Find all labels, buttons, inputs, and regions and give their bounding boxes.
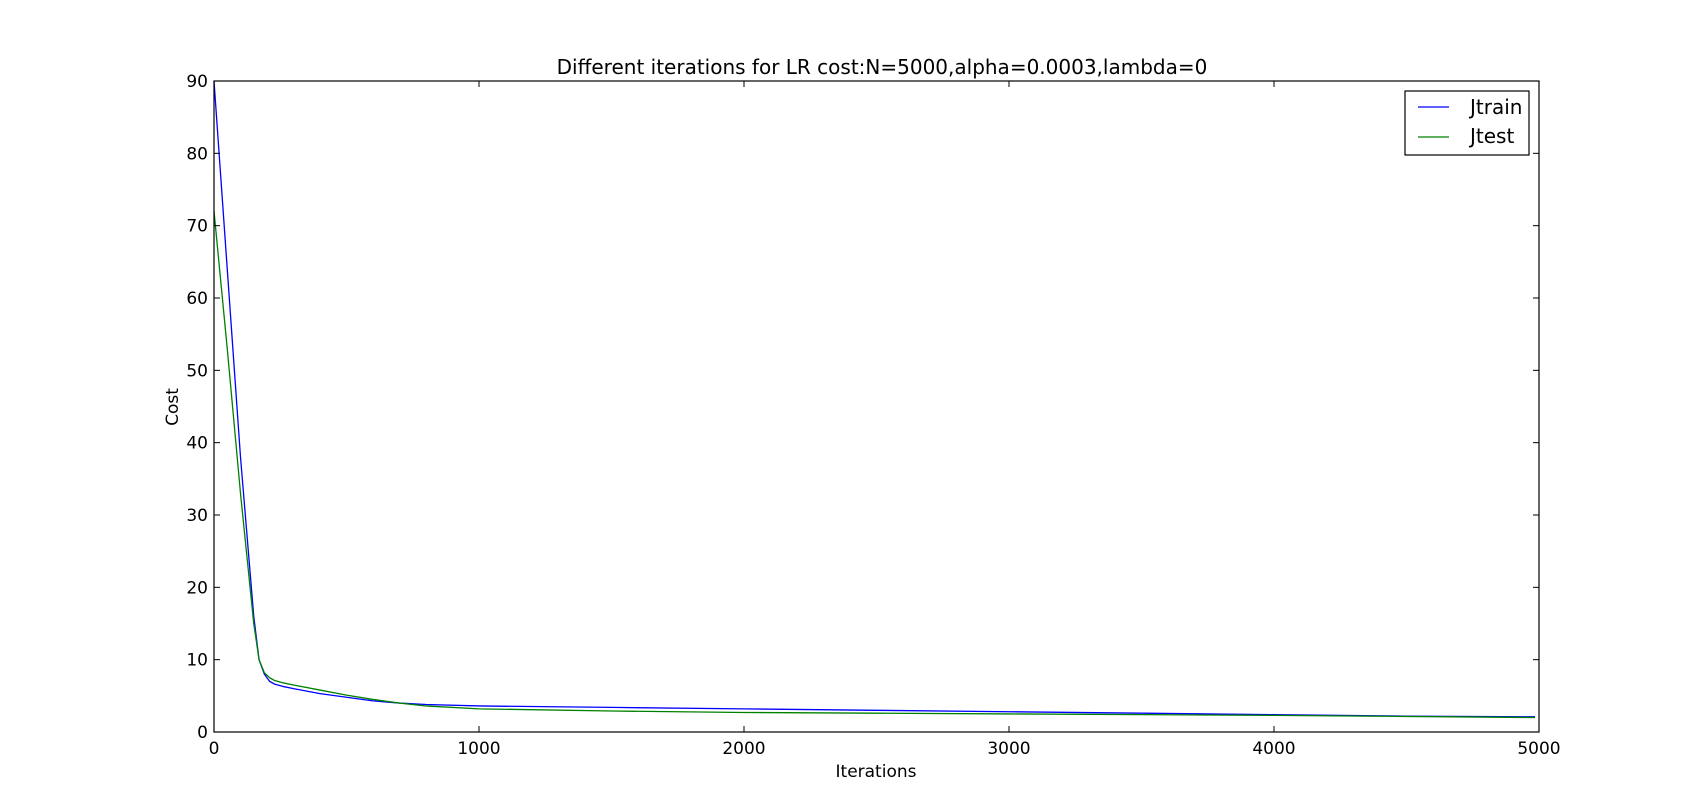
legend-label-jtest: Jtest	[1468, 124, 1514, 148]
y-tick-label: 10	[186, 651, 208, 671]
x-tick-label: 4000	[1252, 739, 1295, 759]
chart-title: Different iterations for LR cost:N=5000,…	[557, 55, 1208, 79]
x-tick-label: 3000	[987, 739, 1030, 759]
series-line-jtest	[213, 211, 1536, 719]
y-tick-label: 60	[186, 289, 208, 309]
series-layer	[213, 80, 1536, 719]
y-tick-label: 90	[186, 72, 208, 92]
x-tick-label: 1000	[457, 739, 500, 759]
x-tick-label: 2000	[722, 739, 765, 759]
y-tick-label: 0	[197, 723, 208, 743]
y-tick-label: 30	[186, 506, 208, 526]
legend-label-jtrain: Jtrain	[1468, 95, 1522, 119]
y-tick-label: 40	[186, 434, 208, 454]
axes-frame	[213, 80, 1540, 733]
plot-area: 0 1000 2000 3000 4000 5000 0 10 20 30 40 50 60 70 80 90	[186, 72, 1560, 759]
x-tick-label: 0	[209, 739, 220, 759]
ticks-layer: 0 1000 2000 3000 4000 5000 0 10 20 30 40 50 60 70 80 90	[186, 72, 1560, 759]
y-tick-label: 80	[186, 144, 208, 164]
legend: Jtrain Jtest	[1404, 90, 1530, 156]
y-axis-label: Cost	[163, 388, 183, 426]
y-tick-label: 50	[186, 361, 208, 381]
x-tick-label: 5000	[1517, 739, 1560, 759]
y-tick-label: 20	[186, 578, 208, 598]
legend-box	[1404, 90, 1530, 156]
x-axis-label: Iterations	[836, 762, 917, 782]
y-tick-label: 70	[186, 217, 208, 237]
